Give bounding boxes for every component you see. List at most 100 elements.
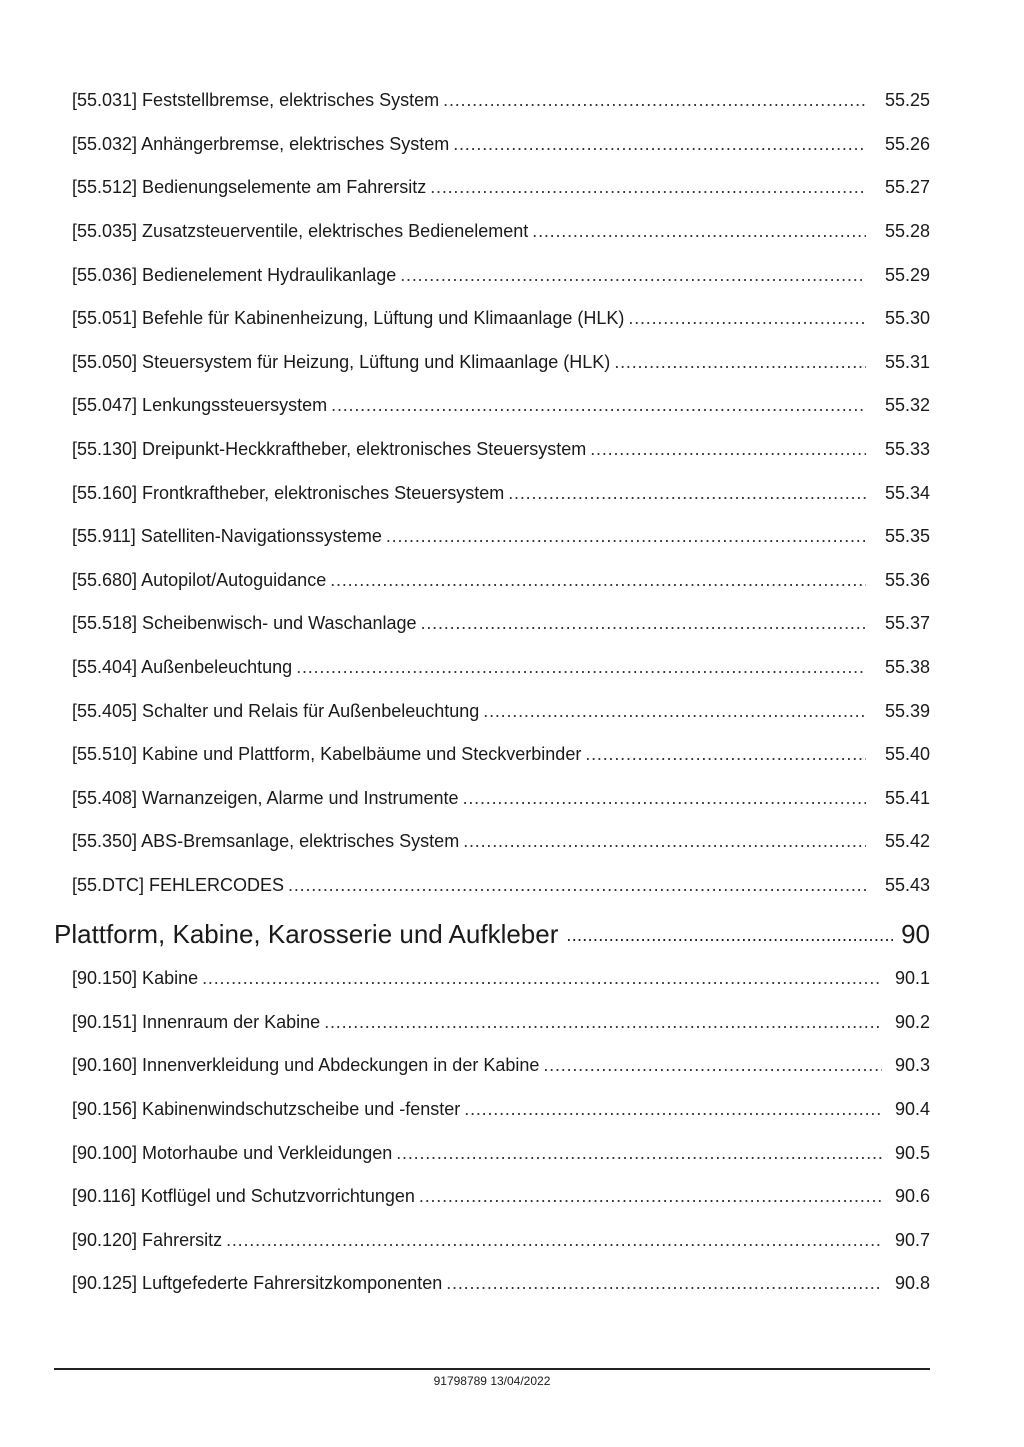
entry-title: [55.035] Zusatzsteuerventile, elektrisch… <box>72 221 529 242</box>
toc-entry[interactable]: [90.150] Kabine 90.1 <box>72 957 930 1001</box>
dot-leader <box>296 657 866 678</box>
entry-page: 55.42 <box>884 831 930 852</box>
toc-chapter-heading[interactable]: Plattform, Kabine, Karosserie und Aufkle… <box>54 912 930 956</box>
entry-page: 55.41 <box>884 787 930 808</box>
dot-leader <box>443 90 866 111</box>
entry-title: [55.518] Scheibenwisch- und Waschanlage <box>72 613 417 634</box>
toc-entry[interactable]: [55.408] Warnanzeigen, Alarme und Instru… <box>72 777 930 821</box>
toc-entry[interactable]: [55.051] Befehle für Kabinenheizung, Lüf… <box>72 297 930 341</box>
entry-page: 55.27 <box>884 177 930 198</box>
toc-section-90: [90.150] Kabine 90.1 [90.151] Innenraum de… <box>72 957 930 1306</box>
dot-leader <box>288 875 866 896</box>
toc-entry[interactable]: [55.047] Lenkungssteuersystem 55.32 <box>72 384 930 428</box>
entry-title: [90.156] Kabinenwindschutzscheibe und -f… <box>72 1099 461 1120</box>
entry-page: 90.8 <box>894 1273 930 1294</box>
dot-leader <box>483 701 866 722</box>
toc-entry[interactable]: [55.350] ABS-Bremsanlage, elektrisches S… <box>72 820 930 864</box>
toc-entry[interactable]: [55.130] Dreipunkt-Heckkraftheber, elekt… <box>72 428 930 472</box>
entry-title: [90.100] Motorhaube und Verkleidungen <box>72 1142 393 1163</box>
entry-title: [55.050] Steuersystem für Heizung, Lüftu… <box>72 351 611 372</box>
footer-divider <box>54 1368 930 1370</box>
entry-page: 90.6 <box>894 1186 930 1207</box>
toc-entry[interactable]: [90.151] Innenraum der Kabine 90.2 <box>72 1001 930 1045</box>
toc-entry[interactable]: [55.036] Bedienelement Hydraulikanlage 55… <box>72 253 930 297</box>
dot-leader <box>386 526 866 547</box>
entry-page: 55.39 <box>884 700 930 721</box>
entry-page: 55.26 <box>884 133 930 154</box>
toc-entry[interactable]: [55.DTC] FEHLERCODES 55.43 <box>72 864 930 908</box>
entry-page: 90.1 <box>894 968 930 989</box>
toc-entry[interactable]: [90.120] Fahrersitz 90.7 <box>72 1219 930 1263</box>
dot-leader <box>330 570 866 591</box>
entry-title: [55.512] Bedienungselemente am Fahrersit… <box>72 177 427 198</box>
entry-title: [55.DTC] FEHLERCODES <box>72 874 285 895</box>
entry-page: 55.34 <box>884 482 930 503</box>
toc-entry[interactable]: [55.405] Schalter und Relais für Außenbe… <box>72 689 930 733</box>
entry-title: [55.680] Autopilot/Autoguidance <box>72 569 327 590</box>
entry-page: 55.37 <box>884 613 930 634</box>
chapter-title: Plattform, Kabine, Karosserie und Aufkle… <box>54 918 559 949</box>
dot-leader <box>566 925 893 956</box>
dot-leader <box>463 831 866 852</box>
entry-page: 55.35 <box>884 526 930 547</box>
toc-entry[interactable]: [55.404] Außenbeleuchtung 55.38 <box>72 646 930 690</box>
toc-entry[interactable]: [55.035] Zusatzsteuerventile, elektrisch… <box>72 210 930 254</box>
chapter-page: 90 <box>901 918 930 949</box>
dot-leader <box>543 1055 882 1076</box>
toc-entry[interactable]: [55.510] Kabine und Plattform, Kabelbäum… <box>72 733 930 777</box>
dot-leader <box>331 395 866 416</box>
entry-page: 90.4 <box>894 1099 930 1120</box>
dot-leader <box>464 1099 882 1120</box>
toc-entry[interactable]: [90.100] Motorhaube und Verkleidungen 90.… <box>72 1131 930 1175</box>
entry-title: [90.116] Kotflügel und Schutzvorrichtung… <box>72 1186 415 1207</box>
toc-entry[interactable]: [90.156] Kabinenwindschutzscheibe und -f… <box>72 1088 930 1132</box>
dot-leader <box>446 1273 882 1294</box>
entry-page: 90.5 <box>894 1142 930 1163</box>
entry-page: 55.29 <box>884 264 930 285</box>
entry-title: [55.032] Anhängerbremse, elektrisches Sy… <box>72 133 450 154</box>
toc-entry[interactable]: [55.512] Bedienungselemente am Fahrersit… <box>72 166 930 210</box>
entry-page: 55.43 <box>884 874 930 895</box>
dot-leader <box>226 1230 882 1251</box>
toc-entry[interactable]: [55.031] Feststellbremse, elektrisches S… <box>72 79 930 123</box>
toc-entry[interactable]: [55.032] Anhängerbremse, elektrisches Sy… <box>72 123 930 167</box>
toc-entry[interactable]: [55.911] Satelliten-Navigationssysteme 55… <box>72 515 930 559</box>
dot-leader <box>202 968 882 989</box>
dot-leader <box>463 788 866 809</box>
entry-title: [90.125] Luftgefederte Fahrersitzkompone… <box>72 1273 443 1294</box>
footer-doc-info: 91798789 13/04/2022 <box>433 1374 551 1388</box>
dot-leader <box>508 483 866 504</box>
entry-title: [55.405] Schalter und Relais für Außenbe… <box>72 700 480 721</box>
entry-page: 55.28 <box>884 221 930 242</box>
entry-title: [55.510] Kabine und Plattform, Kabelbäum… <box>72 744 582 765</box>
dot-leader <box>421 613 866 634</box>
entry-page: 55.38 <box>884 657 930 678</box>
entry-title: [55.408] Warnanzeigen, Alarme und Instru… <box>72 787 459 808</box>
entry-title: [55.160] Frontkraftheber, elektronisches… <box>72 482 505 503</box>
toc-entry[interactable]: [55.160] Frontkraftheber, elektronisches… <box>72 471 930 515</box>
entry-page: 55.32 <box>884 395 930 416</box>
dot-leader <box>396 1143 882 1164</box>
toc-entry[interactable]: [55.518] Scheibenwisch- und Waschanlage 5… <box>72 602 930 646</box>
entry-page: 55.33 <box>884 439 930 460</box>
entry-title: [55.404] Außenbeleuchtung <box>72 657 293 678</box>
toc-entry[interactable]: [55.050] Steuersystem für Heizung, Lüftu… <box>72 341 930 385</box>
entry-title: [55.047] Lenkungssteuersystem <box>72 395 328 416</box>
dot-leader <box>400 265 866 286</box>
toc-entry[interactable]: [90.125] Luftgefederte Fahrersitzkompone… <box>72 1262 930 1306</box>
toc-entry[interactable]: [90.160] Innenverkleidung und Abdeckunge… <box>72 1044 930 1088</box>
entry-title: [55.031] Feststellbremse, elektrisches S… <box>72 90 440 111</box>
dot-leader <box>585 744 866 765</box>
toc-entry[interactable]: [90.116] Kotflügel und Schutzvorrichtung… <box>72 1175 930 1219</box>
entry-title: [55.051] Befehle für Kabinenheizung, Lüf… <box>72 308 625 329</box>
dot-leader <box>590 439 866 460</box>
entry-title: [90.151] Innenraum der Kabine <box>72 1011 321 1032</box>
toc-section-55: [55.031] Feststellbremse, elektrisches S… <box>72 79 930 907</box>
dot-leader <box>419 1186 882 1207</box>
toc-entry[interactable]: [55.680] Autopilot/Autoguidance 55.36 <box>72 559 930 603</box>
entry-title: [55.350] ABS-Bremsanlage, elektrisches S… <box>72 831 460 852</box>
entry-title: [90.120] Fahrersitz <box>72 1229 223 1250</box>
dot-leader <box>628 308 866 329</box>
dot-leader <box>324 1012 882 1033</box>
dot-leader <box>532 221 866 242</box>
